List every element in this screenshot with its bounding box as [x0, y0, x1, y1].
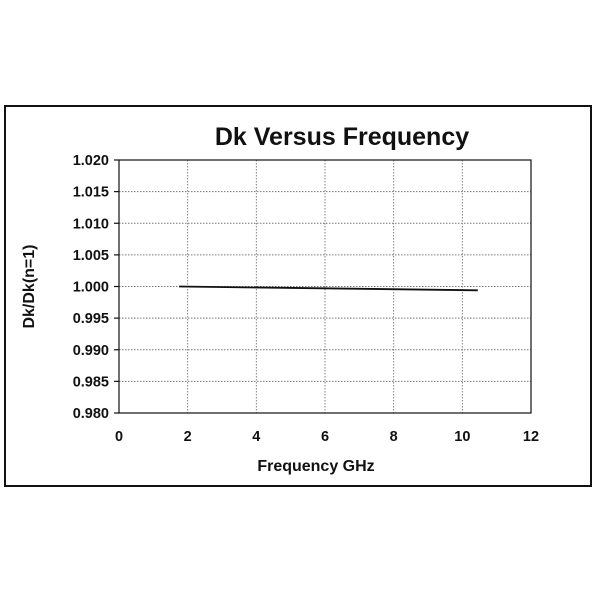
y-tick-label: 1.020	[73, 153, 109, 169]
y-tick-label: 0.990	[73, 343, 109, 359]
tick-layer: 0 2 4 6 8 10 12 1.020 1.015 1.010 1.005 1.000 0.995 0…	[73, 153, 539, 445]
y-tick-label: 0.985	[73, 374, 109, 390]
series-layer	[179, 285, 478, 292]
x-tick-label: 0	[115, 429, 123, 445]
x-tick-label: 2	[184, 429, 192, 445]
grid-layer	[119, 160, 531, 413]
y-tick-label: 1.010	[73, 216, 109, 232]
x-axis-label: Frequency GHz	[257, 458, 374, 475]
y-tick-label: 0.995	[73, 311, 109, 327]
x-tick-label: 10	[454, 429, 470, 445]
chart-title: Dk Versus Frequency	[215, 123, 469, 151]
y-tick-label: 1.015	[73, 185, 109, 201]
x-tick-label: 4	[252, 429, 260, 445]
y-tick-label: 1.005	[73, 248, 109, 264]
y-axis-label: Dk/Dk(n=1)	[21, 244, 38, 328]
x-tick-label: 8	[390, 429, 398, 445]
y-tick-label: 1.000	[73, 280, 109, 296]
chart-svg: Dk Versus Frequency 0 2 4 6 8 10 12 1.020 1.015 1…	[21, 123, 539, 475]
x-tick-label: 12	[523, 429, 539, 445]
chart-frame: Dk Versus Frequency 0 2 4 6 8 10 12 1.020 1.015 1…	[4, 105, 592, 487]
y-tick-label: 0.980	[73, 406, 109, 422]
x-tick-label: 6	[321, 429, 329, 445]
series-line	[179, 285, 478, 292]
